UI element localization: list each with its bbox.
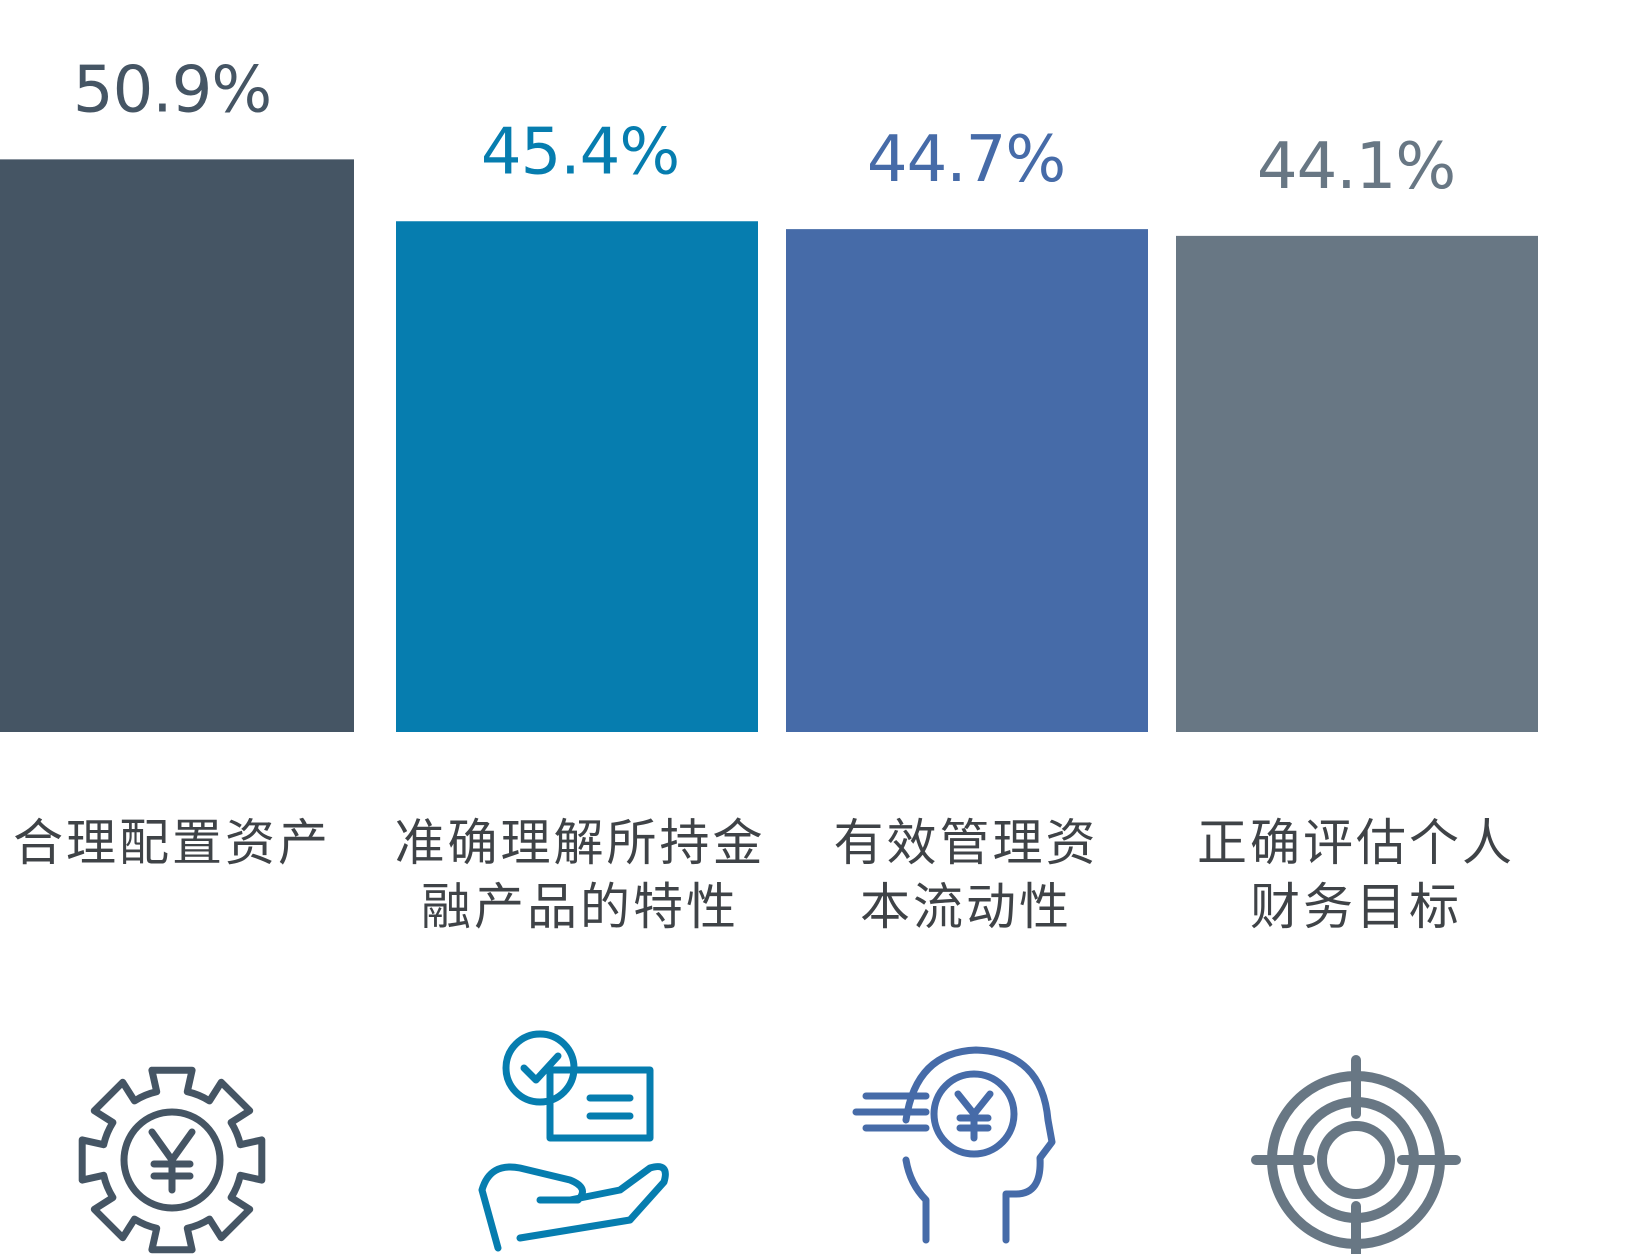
- icons-group: [78, 1030, 1461, 1254]
- category-label-3: 有效管理资本流动性: [834, 814, 1099, 936]
- value-label-2: 45.4%: [481, 115, 679, 189]
- bar-4: [1176, 235, 1538, 732]
- head-yen-icon: [852, 1046, 1056, 1244]
- bars-group: [0, 159, 1538, 732]
- value-labels-group: 50.9% 45.4% 44.7% 44.1%: [73, 53, 1456, 204]
- gear-yen-icon: [78, 1066, 266, 1254]
- bar-3: [786, 229, 1148, 732]
- bar-2: [396, 221, 758, 732]
- category-label-4: 正确评估个人财务目标: [1197, 814, 1515, 936]
- value-label-3: 44.7%: [867, 123, 1065, 197]
- target-icon: [1251, 1055, 1461, 1254]
- value-label-1: 50.9%: [73, 53, 271, 127]
- category-label-2: 准确理解所持金融产品的特性: [395, 814, 766, 936]
- value-label-4: 44.1%: [1257, 130, 1455, 204]
- hand-document-check-icon: [478, 1030, 669, 1252]
- bar-1: [0, 159, 354, 732]
- category-label-1: 合理配置资产: [13, 814, 331, 872]
